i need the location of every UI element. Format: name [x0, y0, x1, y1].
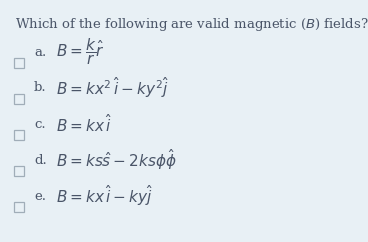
Text: $B = kx^2\,\hat{i} - ky^2\hat{j}$: $B = kx^2\,\hat{i} - ky^2\hat{j}$: [56, 76, 169, 100]
Text: a.: a.: [34, 45, 46, 59]
Text: $B = ks\hat{s} - 2ks\phi\hat{\phi}$: $B = ks\hat{s} - 2ks\phi\hat{\phi}$: [56, 148, 177, 173]
Text: $B = kx\,\hat{i} - ky\hat{j}$: $B = kx\,\hat{i} - ky\hat{j}$: [56, 183, 153, 208]
Text: $B = \dfrac{k}{r}\hat{r}$: $B = \dfrac{k}{r}\hat{r}$: [56, 37, 105, 67]
Text: Which of the following are valid magnetic ($B$) fields?: Which of the following are valid magneti…: [15, 16, 368, 33]
Text: d.: d.: [34, 153, 47, 166]
Text: e.: e.: [34, 189, 46, 203]
Text: $B = kx\,\hat{i}$: $B = kx\,\hat{i}$: [56, 113, 112, 135]
Text: c.: c.: [34, 118, 46, 130]
Text: b.: b.: [34, 82, 47, 94]
